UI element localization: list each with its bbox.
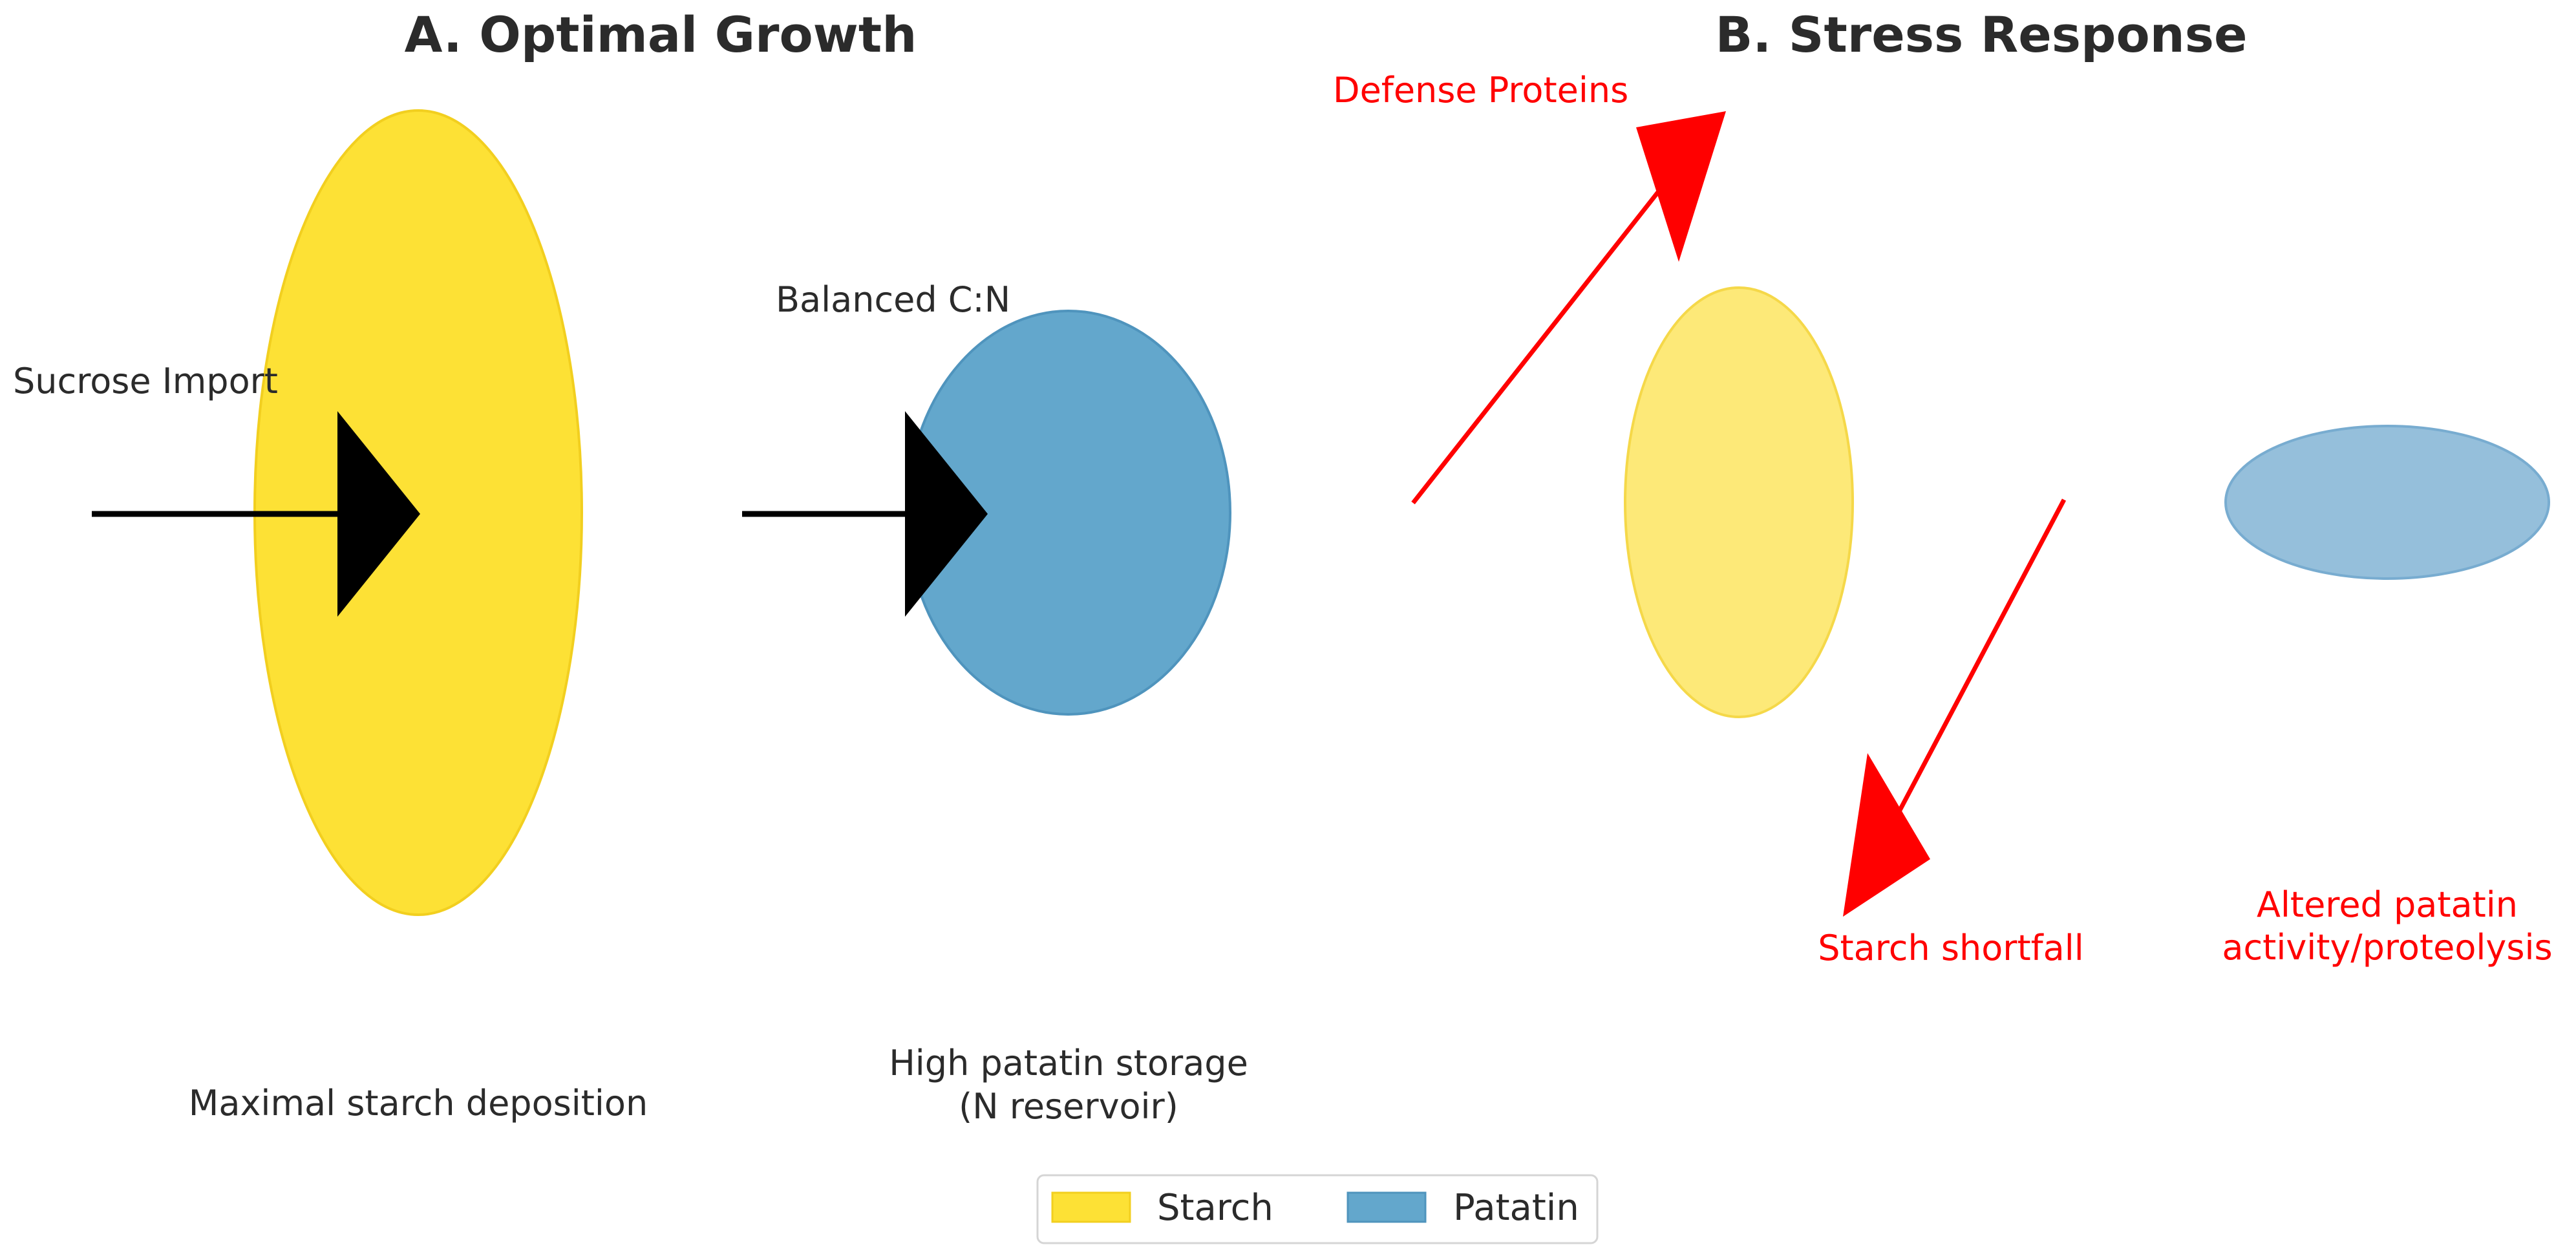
- starch-shortfall-arrow: [1843, 498, 2067, 917]
- starch-granule-reduced: [1624, 286, 1854, 718]
- sucrose-import-label: Sucrose Import: [13, 361, 278, 401]
- altered-patatin-label-line2: activity/proteolysis: [2222, 927, 2552, 968]
- legend-box: [1036, 1174, 1599, 1244]
- patatin-storage-caption-line2: (N reservoir): [959, 1086, 1178, 1127]
- panel-b-title: B. Stress Response: [1715, 6, 2247, 63]
- legend-swatch-patatin: [1347, 1191, 1427, 1223]
- legend-swatch-starch: [1051, 1191, 1131, 1223]
- legend: Starch Patatin: [1036, 1174, 1599, 1244]
- sucrose-import-arrow: [92, 411, 420, 617]
- patatin-body-reduced: [2224, 425, 2550, 580]
- defense-proteins-label: Defense Proteins: [1333, 70, 1628, 111]
- panel-stress-response: B. Stress Response Defense Proteins Star…: [1333, 6, 2553, 968]
- legend-label-patatin: Patatin: [1453, 1187, 1579, 1229]
- balanced-cn-label: Balanced C:N: [776, 279, 1010, 320]
- defense-proteins-arrow: [1411, 111, 1726, 505]
- starch-shortfall-label: Starch shortfall: [1818, 928, 2084, 968]
- panel-optimal-growth: A. Optimal Growth Sucrose Import Balance…: [13, 6, 1248, 1127]
- altered-patatin-label-line1: Altered patatin: [2257, 884, 2518, 925]
- panel-a-title: A. Optimal Growth: [405, 6, 917, 63]
- legend-label-starch: Starch: [1157, 1187, 1273, 1229]
- starch-deposition-caption: Maximal starch deposition: [189, 1083, 648, 1124]
- patatin-storage-caption-line1: High patatin storage: [889, 1043, 1248, 1083]
- carbon-nitrogen-flow-arrow: [742, 411, 988, 617]
